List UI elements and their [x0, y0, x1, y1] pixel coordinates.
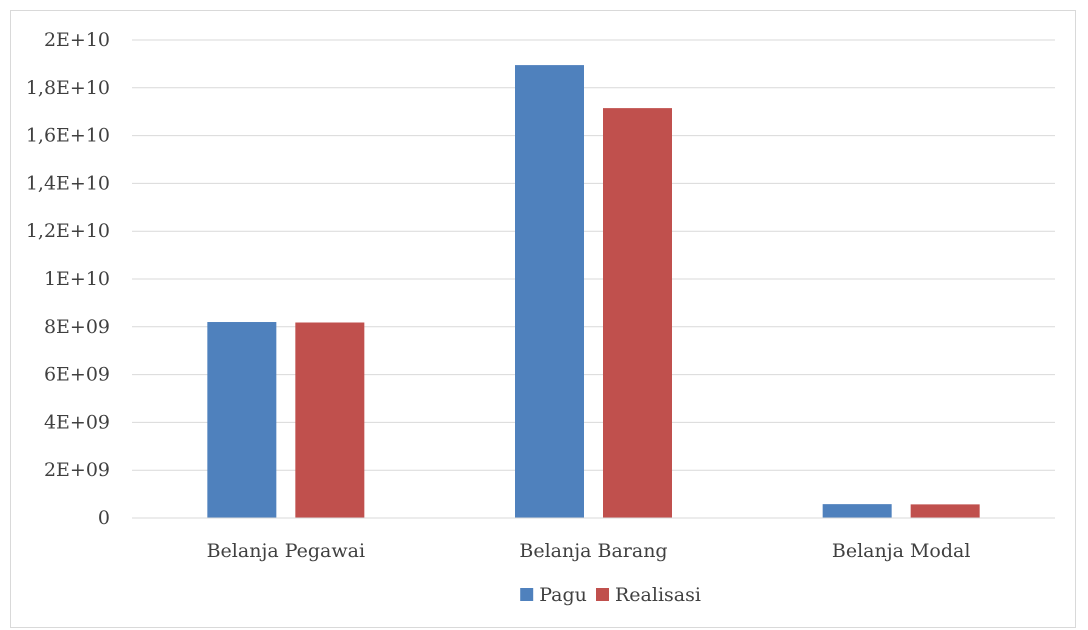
- legend-label-realisasi: Realisasi: [615, 584, 701, 606]
- x-tick-label: Belanja Modal: [832, 540, 971, 562]
- bar-realisasi: [295, 322, 365, 518]
- x-tick-label: Belanja Barang: [519, 540, 667, 562]
- y-tick-label: 1,8E+10: [26, 77, 110, 99]
- y-tick-label: 1,2E+10: [26, 220, 110, 242]
- legend-swatch-realisasi: [596, 588, 609, 601]
- legend-label-pagu: Pagu: [539, 584, 587, 606]
- x-axis: Belanja Pegawai Belanja Barang Belanja Mod…: [132, 517, 1055, 562]
- y-tick-label: 2E+09: [44, 459, 110, 481]
- y-tick-label: 0: [98, 507, 110, 529]
- bar-pagu: [515, 65, 584, 518]
- bars: [207, 65, 980, 519]
- y-tick-label: 1,6E+10: [26, 125, 110, 147]
- y-tick-label: 6E+09: [44, 364, 110, 386]
- y-tick-label: 4E+09: [44, 411, 110, 433]
- y-tick-label: 1,4E+10: [26, 172, 110, 194]
- bar-pagu: [207, 322, 277, 518]
- y-axis: 0 2E+09 4E+09 6E+09 8E+09 1E+10 1,2E+10 1,4E+10…: [26, 29, 110, 529]
- bar-pagu: [822, 504, 892, 518]
- x-tick-label: Belanja Pegawai: [207, 540, 365, 562]
- y-tick-label: 2E+10: [44, 29, 110, 51]
- bar-realisasi: [910, 504, 980, 518]
- y-tick-label: 1E+10: [44, 268, 110, 290]
- bar-realisasi: [603, 108, 672, 519]
- legend-swatch-pagu: [520, 588, 534, 601]
- legend: Pagu Realisasi: [520, 584, 701, 606]
- y-tick-label: 8E+09: [44, 316, 110, 338]
